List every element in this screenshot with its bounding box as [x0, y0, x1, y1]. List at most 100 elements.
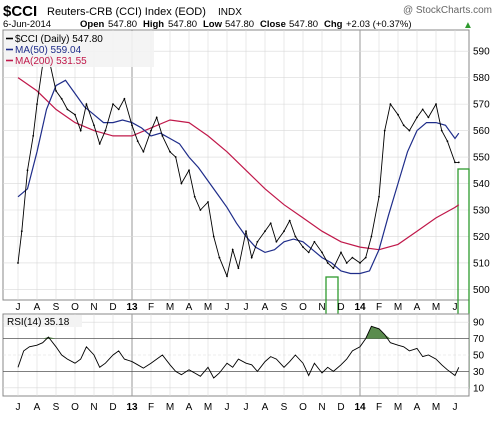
y-tick-label: 590 [473, 47, 490, 58]
x-tick-label: J [225, 402, 230, 413]
price-point [457, 161, 460, 164]
x-tick-label: N [318, 402, 325, 413]
x-tick-label: A [262, 302, 269, 313]
y-tick-label: 510 [473, 258, 490, 269]
x-tick-label: J [16, 402, 21, 413]
x-tick-label: S [281, 402, 288, 413]
rsi-series-line [17, 325, 460, 379]
price-point [17, 262, 19, 264]
rsi-grid [3, 314, 469, 396]
price-point [408, 129, 411, 132]
quote-open: 547.80 [108, 19, 137, 30]
price-point [226, 275, 228, 278]
x-tick-label: 14 [354, 302, 366, 313]
x-tick-label: J [244, 302, 249, 313]
legend-label: $CCI (Daily) 547.80 [15, 34, 103, 45]
price-point [112, 103, 114, 106]
price-point [55, 89, 57, 92]
price-point [199, 209, 202, 211]
price-point [142, 150, 145, 153]
price-point [250, 256, 253, 259]
price-point [345, 262, 348, 264]
price-point [389, 103, 392, 106]
price-point [427, 116, 430, 119]
ma50-series-line [17, 79, 460, 275]
price-point [446, 140, 449, 143]
price-point [26, 169, 29, 172]
quote-high: 547.80 [168, 19, 197, 30]
x-axis-labels-rsi: J A S O N D 13 F M A M J J A S O N D 14 F M A M J [16, 402, 458, 413]
x-tick-label: J [244, 402, 249, 413]
price-point [402, 124, 405, 127]
x-tick-label: J [16, 302, 21, 313]
x-tick-label: M [394, 302, 402, 313]
rsi-legend-box [4, 315, 82, 327]
rsi-y-tick-label: 30 [473, 367, 485, 378]
price-point [85, 103, 88, 106]
x-tick-label: M [166, 302, 174, 313]
legend-box [4, 31, 154, 67]
price-point [98, 142, 101, 145]
price-point [36, 103, 38, 106]
x-tick-label: 13 [126, 402, 138, 413]
y-tick-label: 560 [473, 126, 490, 137]
x-tick-label: A [414, 402, 421, 413]
quote-high-label: High [143, 19, 164, 30]
quote-chg: +2.03 (+0.37%) [346, 19, 412, 30]
chg-up-arrow-icon: ▲ [463, 20, 473, 31]
x-tick-label: J [225, 302, 230, 313]
price-point [79, 129, 82, 132]
price-point [332, 267, 335, 270]
quote-low-label: Low [203, 19, 223, 30]
y-tick-label: 540 [473, 179, 490, 190]
ma200-series-line [17, 77, 460, 251]
price-point [161, 134, 164, 137]
x-tick-label: O [71, 302, 79, 313]
x-tick-label: J [453, 302, 458, 313]
price-point [193, 195, 196, 198]
x-tick-label: J [453, 402, 458, 413]
price-point [150, 129, 152, 132]
price-point [32, 134, 35, 137]
price-point [180, 182, 183, 185]
legend-label: MA(200) 531.55 [15, 56, 87, 67]
rsi-y-tick-label: 90 [473, 318, 485, 329]
price-point [136, 140, 139, 143]
price-point [237, 267, 240, 270]
price-point [269, 222, 272, 225]
rsi-y-ticks: 10 30 50 70 90 [473, 318, 485, 395]
x-tick-label: A [34, 402, 41, 413]
x-tick-label: A [262, 402, 269, 413]
quote-date: 6-Jun-2014 [3, 19, 51, 30]
price-point [370, 235, 373, 238]
x-tick-label: O [71, 402, 79, 413]
rsi-legend-label: RSI(14) 35.18 [7, 317, 70, 328]
price-point [326, 262, 329, 264]
x-tick-label: O [299, 402, 307, 413]
x-tick-label: S [53, 302, 60, 313]
price-point [123, 97, 126, 100]
price-point [212, 235, 215, 238]
quote-close-label: Close [260, 19, 286, 30]
price-point [174, 156, 177, 158]
y-tick-label: 550 [473, 153, 490, 164]
x-tick-label: O [299, 302, 307, 313]
price-point [131, 124, 133, 127]
y-tick-label: 530 [473, 206, 490, 217]
price-point [454, 161, 456, 164]
price-point [74, 113, 76, 116]
price-y-ticks: 500 510 520 530 540 550 560 570 580 590 [473, 47, 490, 296]
x-tick-label: A [186, 302, 193, 313]
x-tick-label: F [148, 402, 154, 413]
quote-open-label: Open [80, 19, 104, 30]
x-tick-label: D [109, 302, 116, 313]
x-tick-label: M [432, 402, 440, 413]
price-point [207, 201, 209, 203]
price-point [440, 129, 443, 132]
price-point [321, 251, 323, 254]
x-tick-label: S [281, 302, 288, 313]
x-tick-label: M [432, 302, 440, 313]
price-series-line [17, 55, 459, 278]
